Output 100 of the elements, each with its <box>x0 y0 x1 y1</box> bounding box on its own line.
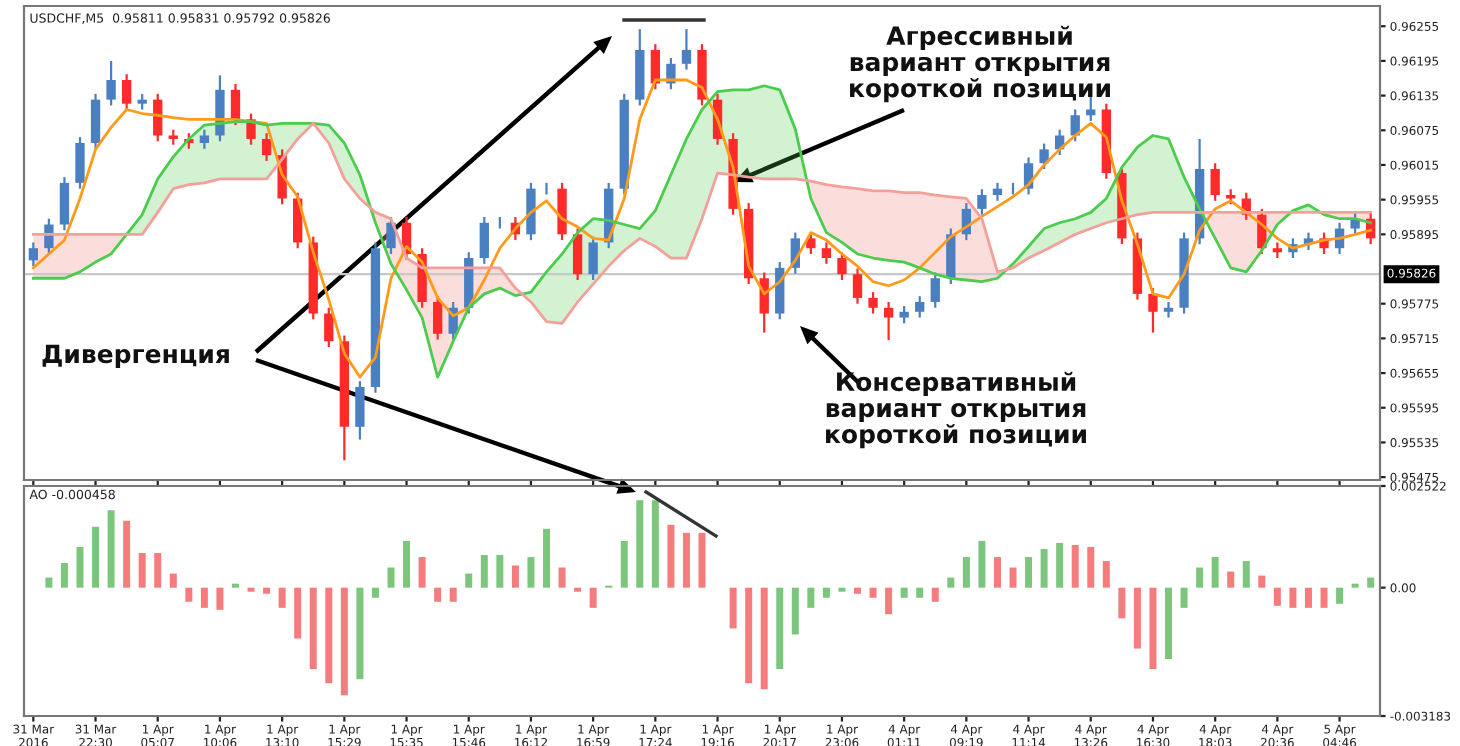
candlestick <box>806 231 816 256</box>
bar <box>916 587 924 598</box>
bar <box>1165 587 1173 660</box>
bar <box>1009 567 1017 588</box>
candlestick <box>883 300 894 342</box>
candlestick <box>90 92 101 150</box>
candlestick <box>230 82 241 127</box>
candlestick <box>1210 162 1220 202</box>
bar <box>123 520 131 588</box>
bar <box>729 587 737 629</box>
bar <box>496 555 504 588</box>
bar <box>636 500 644 588</box>
bar <box>169 573 177 588</box>
bar <box>978 540 986 588</box>
bar <box>760 587 768 690</box>
bar <box>403 540 411 588</box>
bar <box>807 587 815 608</box>
annotation: Консервативный вариант открытия короткой позиции <box>826 371 1086 449</box>
bar <box>200 587 208 608</box>
bar <box>1289 587 1297 608</box>
bar <box>185 587 193 602</box>
bar <box>900 587 908 598</box>
bar <box>651 500 659 588</box>
bar <box>92 526 100 588</box>
bar <box>45 577 53 588</box>
bar <box>620 540 628 588</box>
bar <box>154 553 162 588</box>
bar <box>589 587 597 608</box>
bar <box>869 587 877 598</box>
candlestick <box>355 380 365 441</box>
bar <box>543 528 550 588</box>
bar <box>1102 561 1110 588</box>
candlestick <box>666 56 676 91</box>
bar <box>60 563 68 588</box>
bar <box>993 557 1001 588</box>
bar <box>822 587 830 598</box>
bar <box>854 587 861 594</box>
bar <box>776 587 784 670</box>
candlestick <box>557 181 567 242</box>
bar <box>947 577 955 588</box>
candlestick <box>44 217 54 256</box>
bar <box>480 555 488 588</box>
candlestick <box>588 235 598 282</box>
bar <box>1149 587 1157 670</box>
annotation: Дивергенция <box>42 344 229 369</box>
bar <box>294 587 302 639</box>
candlestick <box>215 74 225 143</box>
bar <box>309 587 317 670</box>
bar <box>1273 587 1281 606</box>
bar <box>1367 577 1375 588</box>
bar <box>1118 587 1126 619</box>
bar <box>791 587 799 635</box>
candlestick <box>526 181 536 242</box>
bar <box>1227 571 1235 588</box>
candlestick <box>199 128 210 150</box>
bar <box>1056 542 1064 588</box>
bar <box>449 587 457 602</box>
bar <box>511 565 519 588</box>
bar <box>667 524 675 588</box>
bar <box>682 532 690 588</box>
bar <box>1336 587 1344 604</box>
candlestick <box>852 267 863 305</box>
bar <box>931 587 939 602</box>
bar <box>356 587 364 680</box>
bar <box>434 587 442 602</box>
bar <box>1196 567 1204 588</box>
candlestick <box>1039 142 1049 171</box>
bar <box>1133 587 1141 649</box>
candlestick <box>28 241 38 268</box>
bar <box>885 587 893 615</box>
bar <box>1320 587 1328 608</box>
candlestick <box>868 291 878 315</box>
bar <box>745 587 753 684</box>
bar <box>465 573 473 588</box>
bar <box>340 587 348 696</box>
candlestick <box>386 215 396 256</box>
candlestick <box>1163 300 1174 319</box>
bar <box>278 587 286 608</box>
line-series <box>31 121 1373 325</box>
bar <box>1025 557 1033 588</box>
candlestick <box>977 188 987 216</box>
candlestick <box>261 132 272 163</box>
candlestick <box>915 295 925 319</box>
bar <box>216 587 224 610</box>
bar <box>138 553 146 588</box>
bar <box>387 567 395 588</box>
bar <box>107 510 115 588</box>
candlestick <box>1350 211 1360 236</box>
bar <box>1258 575 1266 588</box>
bar <box>1071 544 1079 588</box>
candlestick <box>930 271 940 309</box>
candlestick <box>106 59 116 107</box>
annotation: Агрессивный вариант открытия короткой позиции <box>850 25 1110 103</box>
bar <box>1087 546 1095 588</box>
candlestick <box>1148 286 1158 334</box>
candlestick <box>59 175 70 232</box>
bar <box>1211 557 1219 588</box>
bar <box>1304 587 1312 608</box>
bar <box>962 557 970 588</box>
candlestick <box>324 306 334 349</box>
